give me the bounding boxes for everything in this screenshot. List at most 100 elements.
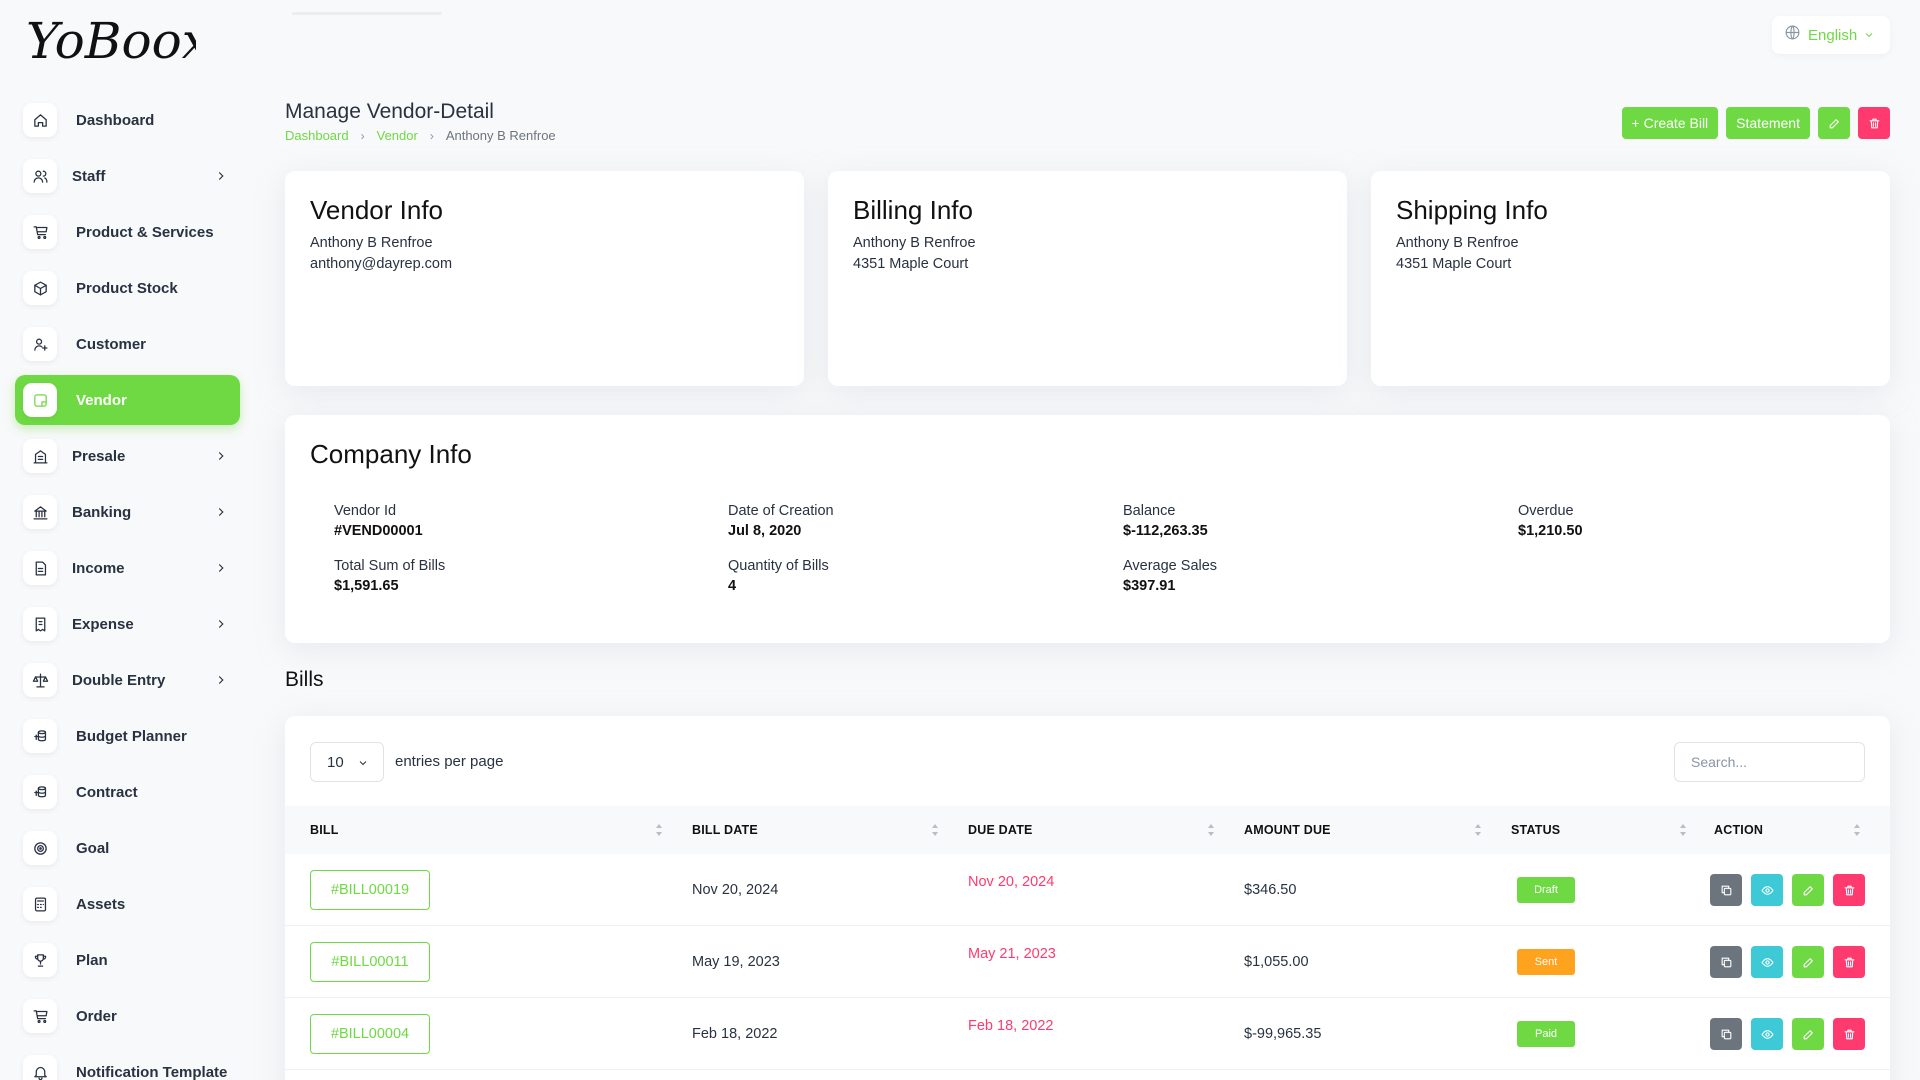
sort-icon[interactable]	[1679, 822, 1687, 838]
sidebar-item-assets[interactable]: Assets	[15, 879, 240, 929]
bill-number-button[interactable]: #BILL00019	[310, 870, 430, 910]
chevron-down-icon	[1857, 25, 1875, 46]
language-selector[interactable]: English	[1772, 16, 1890, 54]
user-plus-icon	[23, 327, 57, 361]
company-info-card: Company Info Vendor Id #VEND00001 Date o…	[285, 415, 1890, 643]
delete-button[interactable]	[1833, 946, 1865, 978]
chevron-right-icon	[214, 169, 228, 183]
sidebar-item-staff[interactable]: Staff	[15, 151, 240, 201]
column-due-date[interactable]: DUE DATE	[968, 823, 1033, 837]
table-header: BILL BILL DATE DUE DATE AMOUNT DUE STATU…	[285, 806, 1890, 854]
sidebar-item-goal[interactable]: Goal	[15, 823, 240, 873]
sidebar-item-label: Notification Template	[76, 1063, 228, 1080]
entries-per-page-select[interactable]: 10	[310, 742, 384, 782]
statement-button[interactable]: Statement	[1726, 107, 1810, 139]
delete-button[interactable]	[1833, 874, 1865, 906]
due-date: May 21, 2023	[968, 946, 1056, 962]
topbar-indicator	[292, 12, 442, 15]
sort-icon[interactable]	[1474, 822, 1482, 838]
sidebar-item-expense[interactable]: Expense	[15, 599, 240, 649]
billing-name: Anthony B Renfroe	[853, 235, 976, 251]
bills-table-card: 10 entries per page BILL BILL DATE DUE D…	[285, 716, 1890, 1080]
eye-icon	[1761, 885, 1773, 895]
eye-icon	[1761, 957, 1773, 967]
sidebar-item-double-entry[interactable]: Double Entry	[15, 655, 240, 705]
edit-button[interactable]	[1792, 1018, 1824, 1050]
delete-button[interactable]	[1833, 1018, 1865, 1050]
sidebar-item-presale[interactable]: Presale	[15, 431, 240, 481]
sidebar-item-banking[interactable]: Banking	[15, 487, 240, 537]
sort-icon[interactable]	[1207, 822, 1215, 838]
sort-icon[interactable]	[931, 822, 939, 838]
column-status[interactable]: STATUS	[1511, 823, 1561, 837]
pencil-icon	[1829, 118, 1839, 128]
view-button[interactable]	[1751, 1018, 1783, 1050]
chevron-right-icon	[214, 673, 228, 687]
sidebar-item-product-services[interactable]: Product & Services	[15, 207, 240, 257]
status-badge: Draft	[1517, 877, 1575, 903]
breadcrumb-vendor[interactable]: Vendor	[376, 128, 418, 143]
create-bill-button[interactable]: + Create Bill	[1621, 107, 1719, 139]
sort-icon[interactable]	[1853, 822, 1861, 838]
sidebar-item-label: Staff	[72, 167, 106, 185]
bank-icon	[23, 495, 57, 529]
sidebar-item-label: Banking	[72, 503, 132, 521]
sidebar-item-dashboard[interactable]: Dashboard	[15, 95, 240, 145]
table-row: #BILL00011 May 19, 2023 May 21, 2023 $1,055…	[285, 926, 1890, 998]
home-icon	[23, 103, 57, 137]
sidebar-item-label: Budget Planner	[76, 727, 187, 745]
edit-button[interactable]	[1792, 946, 1824, 978]
column-amount-due[interactable]: AMOUNT DUE	[1244, 823, 1331, 837]
column-bill-date[interactable]: BILL DATE	[692, 823, 758, 837]
sidebar-item-order[interactable]: Order	[15, 991, 240, 1041]
duplicate-button[interactable]	[1710, 874, 1742, 906]
billing-info-card: Billing Info Anthony B Renfroe 4351 Mapl…	[828, 171, 1347, 386]
vendor-info-title: Vendor Info	[310, 195, 443, 225]
sidebar-item-product-stock[interactable]: Product Stock	[15, 263, 240, 313]
total-bills-label: Total Sum of Bills	[334, 558, 446, 574]
chevron-right-icon	[214, 561, 228, 575]
bill-number-button[interactable]: #BILL00011	[310, 942, 430, 982]
sidebar-item-label: Double Entry	[72, 671, 166, 689]
app-logo[interactable]: YoBoox	[26, 10, 196, 80]
sidebar-item-notification-template[interactable]: Notification Template	[15, 1047, 240, 1080]
delete-vendor-button[interactable]	[1858, 107, 1890, 139]
balance-label: Balance	[1123, 503, 1176, 519]
entries-per-page-label: entries per page	[395, 753, 504, 770]
total-bills-value: $1,591.65	[334, 578, 399, 594]
bills-section-title: Bills	[285, 668, 324, 691]
billing-address: 4351 Maple Court	[853, 256, 969, 272]
sidebar-item-contract[interactable]: Contract	[15, 767, 240, 817]
calculator-icon	[23, 887, 57, 921]
cart-icon	[23, 215, 57, 249]
duplicate-button[interactable]	[1710, 1018, 1742, 1050]
bill-number-button[interactable]: #BILL00004	[310, 1014, 430, 1054]
shipping-info-title: Shipping Info	[1396, 195, 1548, 225]
edit-vendor-button[interactable]	[1818, 107, 1850, 139]
sort-icon[interactable]	[655, 822, 663, 838]
sidebar-item-customer[interactable]: Customer	[15, 319, 240, 369]
breadcrumb-dashboard[interactable]: Dashboard	[285, 128, 349, 143]
column-bill[interactable]: BILL	[310, 823, 339, 837]
overdue-label: Overdue	[1518, 503, 1574, 519]
users-icon	[23, 159, 57, 193]
view-button[interactable]	[1751, 874, 1783, 906]
due-date: Nov 20, 2024	[968, 874, 1055, 890]
view-button[interactable]	[1751, 946, 1783, 978]
search-input[interactable]	[1674, 742, 1865, 782]
sidebar-item-label: Dashboard	[76, 111, 155, 129]
sidebar-item-income[interactable]: Income	[15, 543, 240, 593]
column-action[interactable]: ACTION	[1714, 823, 1764, 837]
sidebar-item-label: Product Stock	[76, 279, 178, 297]
box-icon	[23, 271, 57, 305]
chevron-down-icon	[359, 761, 367, 766]
globe-icon	[1784, 24, 1801, 46]
duplicate-button[interactable]	[1710, 946, 1742, 978]
edit-button[interactable]	[1792, 874, 1824, 906]
table-row: #BILL00004 Feb 18, 2022 Feb 18, 2022 $-99,9…	[285, 998, 1890, 1070]
sidebar-item-budget-planner[interactable]: Budget Planner	[15, 711, 240, 761]
copy-icon	[1721, 885, 1731, 895]
sidebar-item-label: Product & Services	[76, 223, 214, 241]
sidebar-item-plan[interactable]: Plan	[15, 935, 240, 985]
sidebar-item-vendor[interactable]: Vendor	[15, 375, 240, 425]
